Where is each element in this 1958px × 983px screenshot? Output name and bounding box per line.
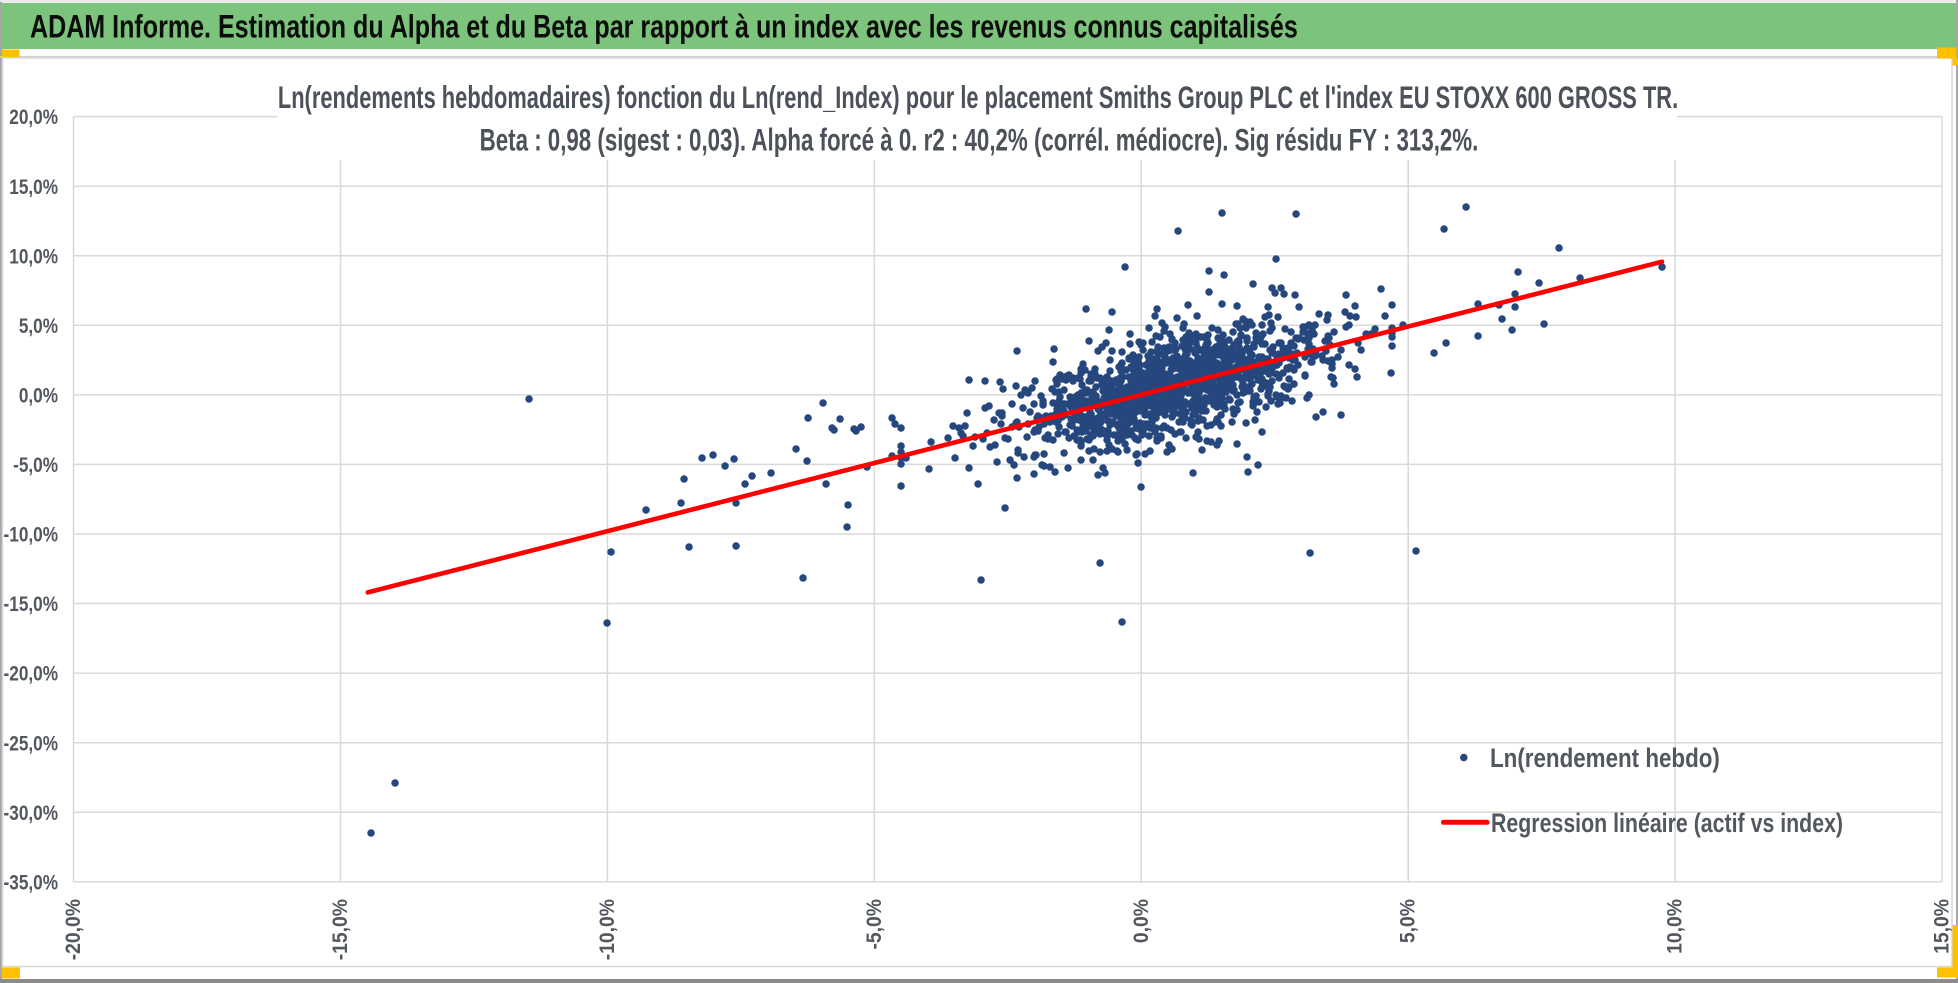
svg-text:-10,0%: -10,0% [595,899,619,960]
svg-text:5,0%: 5,0% [1396,899,1420,943]
svg-text:0,0%: 0,0% [19,384,58,408]
svg-text:-10,0%: -10,0% [4,523,58,547]
svg-text:15,0%: 15,0% [9,175,58,199]
svg-text:-25,0%: -25,0% [4,732,58,756]
svg-text:Regression linéaire (actif vs: Regression linéaire (actif vs index) [1491,809,1843,839]
svg-text:-15,0%: -15,0% [4,592,58,616]
svg-text:20,0%: 20,0% [9,105,58,129]
svg-text:15,0%: 15,0% [1930,899,1954,954]
svg-text:-5,0%: -5,0% [13,453,58,477]
svg-text:Beta : 0,98 (sigest : 0,03). A: Beta : 0,98 (sigest : 0,03). Alpha forcé… [480,121,1479,157]
svg-text:-20,0%: -20,0% [61,899,85,960]
svg-text:5,0%: 5,0% [19,314,58,338]
svg-text:Ln(rendements hebdomadaires) f: Ln(rendements hebdomadaires) fonction du… [278,79,1678,115]
svg-text:10,0%: 10,0% [1663,899,1687,954]
svg-text:-5,0%: -5,0% [862,899,886,950]
svg-text:-30,0%: -30,0% [4,801,58,825]
svg-text:10,0%: 10,0% [9,245,58,269]
svg-text:-15,0%: -15,0% [328,899,352,960]
svg-text:-20,0%: -20,0% [4,662,58,686]
svg-text:-35,0%: -35,0% [4,871,58,895]
svg-text:0,0%: 0,0% [1129,899,1153,943]
svg-text:ADAM Informe. Estimation du Al: ADAM Informe. Estimation du Alpha et du … [30,10,1298,46]
svg-text:Ln(rendement hebdo): Ln(rendement hebdo) [1490,744,1720,773]
